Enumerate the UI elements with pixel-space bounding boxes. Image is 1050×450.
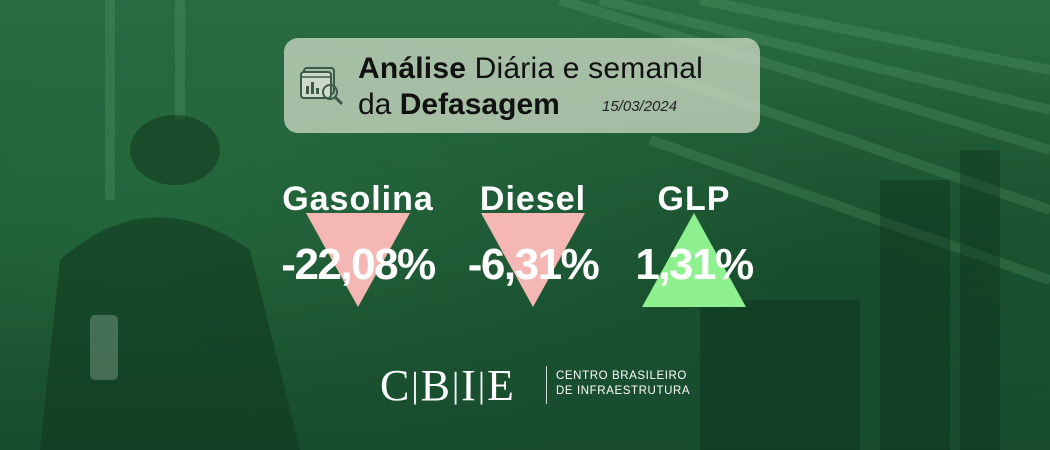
indicator-name: Gasolina	[282, 180, 434, 218]
logo-divider	[546, 366, 547, 404]
indicator-name: Diesel	[479, 180, 587, 218]
indicator-value: -22,08%	[281, 240, 436, 289]
title-bold: Análise	[358, 52, 467, 85]
brand-name-line-1: CENTRO BRASILEIRO	[556, 370, 687, 382]
down-arrow-icon	[306, 213, 410, 307]
title-card: Análise Diária e semanal da Defasagem 15…	[284, 38, 760, 133]
analysis-chart-icon	[300, 67, 344, 106]
cbie-wordmark: C|B|I|E	[380, 361, 515, 410]
subtitle-prefix: da	[358, 88, 392, 121]
title-line-1: Análise Diária e semanal	[358, 52, 703, 86]
indicator-value: -6,31%	[467, 240, 600, 289]
indicator-name: GLP	[657, 180, 731, 218]
title-line-2: da Defasagem	[358, 88, 560, 122]
indicator-value: 1,31%	[635, 240, 754, 289]
down-arrow-icon	[481, 213, 585, 307]
brand-name-line-2: DE INFRAESTRUTURA	[556, 385, 691, 397]
subtitle-bold: Defasagem	[399, 88, 560, 121]
report-date: 15/03/2024	[602, 98, 678, 115]
title-rest: Diária e semanal	[474, 52, 703, 85]
up-arrow-icon	[642, 213, 746, 307]
cbie-logo: C|B|I|E CENTRO BRASILEIRO DE INFRAESTRUT…	[380, 361, 700, 412]
